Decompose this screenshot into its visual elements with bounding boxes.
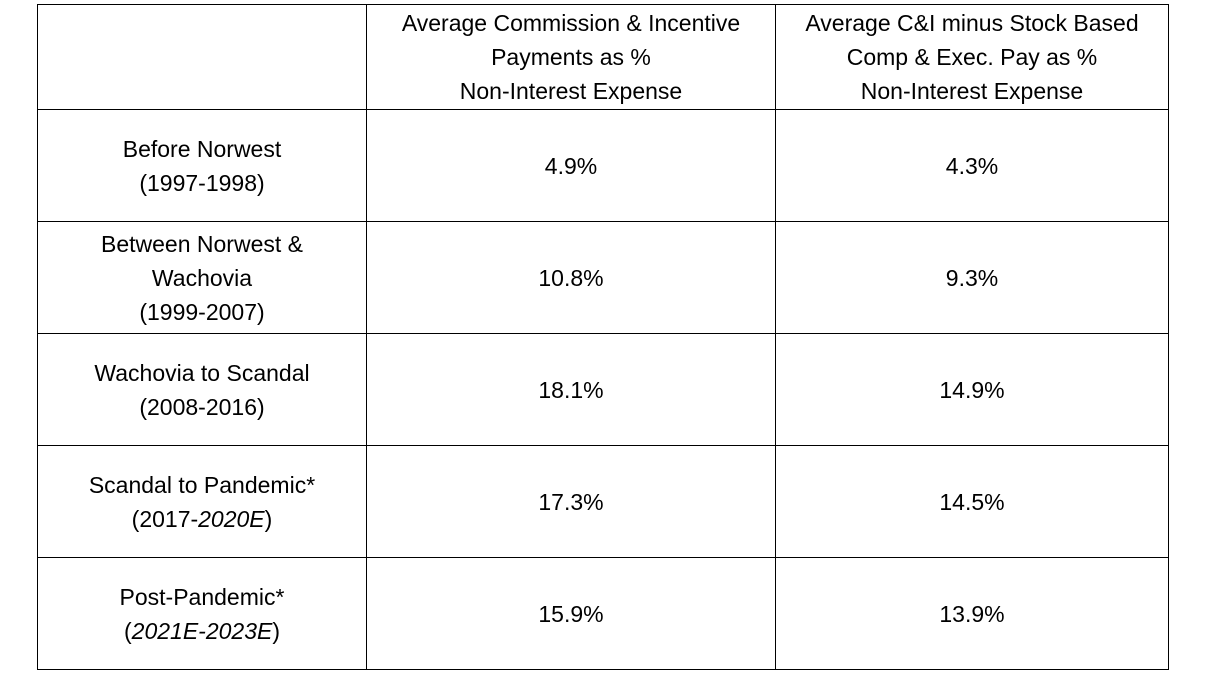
- period-estimate: 2021E-2023E: [131, 617, 273, 644]
- period-estimate: 2020E: [198, 505, 265, 532]
- period-text: (2008-2016): [139, 393, 265, 420]
- period-text: (2017-: [131, 505, 199, 532]
- row-period: (2021E-2023E): [42, 614, 362, 648]
- row-label: Post-Pandemic* (2021E-2023E): [37, 557, 367, 670]
- header-adjusted-pct: Average C&I minus Stock Based Comp & Exe…: [775, 4, 1169, 110]
- period-text: (1999-2007): [139, 298, 265, 325]
- period-text: (: [123, 617, 132, 644]
- header-adjusted-line-1: Average C&I minus Stock Based: [805, 10, 1139, 36]
- table-row: Scandal to Pandemic* (2017-2020E) 17.3% …: [37, 445, 1169, 558]
- header-commission-pct: Average Commission & Incentive Payments …: [366, 4, 776, 110]
- row-label-line: Scandal to Pandemic*: [88, 471, 316, 498]
- row-period: (1997-1998): [42, 166, 362, 200]
- table-row: Before Norwest (1997-1998) 4.9% 4.3%: [37, 109, 1169, 222]
- commission-pct-cell: 15.9%: [366, 557, 776, 670]
- row-period: (1999-2007): [42, 295, 362, 329]
- commission-pct-cell: 10.8%: [366, 221, 776, 334]
- header-commission-line-3: Non-Interest Expense: [459, 78, 683, 104]
- row-label: Scandal to Pandemic* (2017-2020E): [37, 445, 367, 558]
- table-row: Between Norwest & Wachovia (1999-2007) 1…: [37, 221, 1169, 334]
- period-close: ): [272, 617, 281, 644]
- row-label: Between Norwest & Wachovia (1999-2007): [37, 221, 367, 334]
- row-label-line: Post-Pandemic*: [119, 583, 285, 610]
- commission-pct-cell: 18.1%: [366, 333, 776, 446]
- period-close: ): [264, 505, 273, 532]
- table-row: Post-Pandemic* (2021E-2023E) 15.9% 13.9%: [37, 557, 1169, 670]
- header-adjusted-line-3: Non-Interest Expense: [860, 78, 1084, 104]
- adjusted-pct-cell: 4.3%: [775, 109, 1169, 222]
- row-label-line: Wachovia: [151, 264, 253, 291]
- row-label-line: Before Norwest: [122, 135, 282, 162]
- header-adjusted-line-2: Comp & Exec. Pay as %: [846, 44, 1098, 70]
- row-label-line: Wachovia to Scandal: [94, 359, 310, 386]
- row-label: Wachovia to Scandal (2008-2016): [37, 333, 367, 446]
- adjusted-pct-cell: 9.3%: [775, 221, 1169, 334]
- header-commission-line-2: Payments as %: [491, 44, 651, 70]
- header-commission-line-1: Average Commission & Incentive: [401, 10, 741, 36]
- commission-pct-cell: 17.3%: [366, 445, 776, 558]
- adjusted-pct-cell: 14.9%: [775, 333, 1169, 446]
- row-label: Before Norwest (1997-1998): [37, 109, 367, 222]
- compensation-table: Average Commission & Incentive Payments …: [37, 4, 1169, 670]
- period-text: (1997-1998): [139, 169, 265, 196]
- table-row: Wachovia to Scandal (2008-2016) 18.1% 14…: [37, 333, 1169, 446]
- adjusted-pct-cell: 14.5%: [775, 445, 1169, 558]
- header-row: Average Commission & Incentive Payments …: [37, 4, 1169, 110]
- row-period: (2008-2016): [42, 390, 362, 424]
- row-period: (2017-2020E): [42, 502, 362, 536]
- commission-pct-cell: 4.9%: [366, 109, 776, 222]
- header-corner-cell: [37, 4, 367, 110]
- adjusted-pct-cell: 13.9%: [775, 557, 1169, 670]
- row-label-line: Between Norwest &: [101, 230, 303, 257]
